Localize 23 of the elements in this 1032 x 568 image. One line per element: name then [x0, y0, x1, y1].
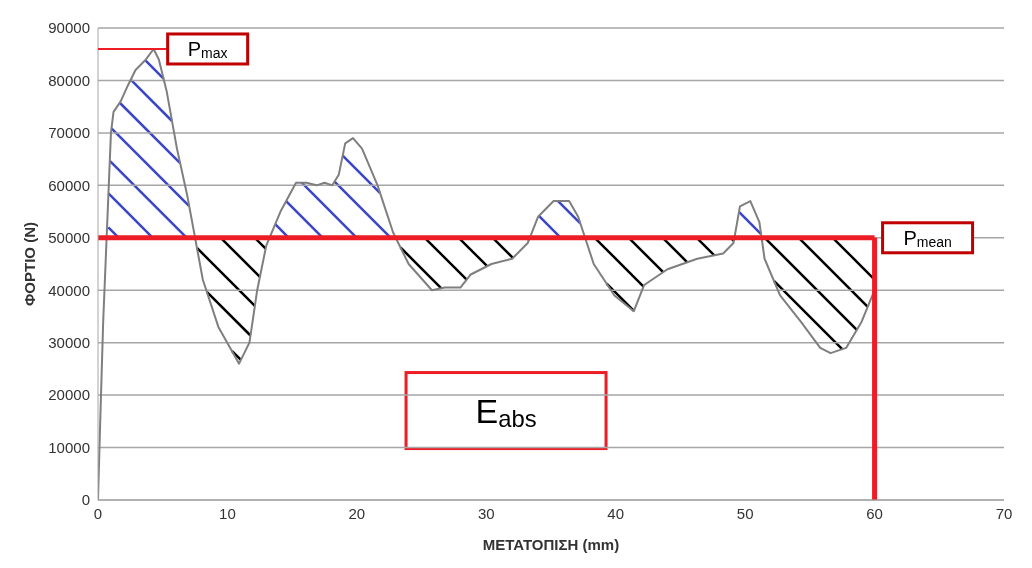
x-tick-label: 40	[607, 504, 625, 522]
x-tick-label: 0	[93, 504, 103, 522]
annotation: P$_{max}$	[187, 37, 228, 62]
x-axis-title: ΜΕΤΑΤΟΠΙΣΗ (mm)	[482, 536, 620, 553]
y-axis-title: ΦΟΡΤΙΟ (N)	[21, 222, 39, 306]
x-tick-label: 30	[477, 504, 495, 522]
y-tick-label: 80000	[48, 71, 90, 89]
y-tick-label: 90000	[48, 19, 90, 37]
y-tick-label: 40000	[48, 281, 90, 299]
x-tick-label: 50	[736, 504, 754, 522]
x-tick-label: 10	[219, 504, 236, 522]
x-tick-label: 70	[995, 504, 1013, 522]
annotation: E$_{abs}$	[475, 391, 537, 432]
x-tick-label: 20	[348, 504, 366, 522]
y-tick-label: 0	[81, 491, 90, 509]
x-tick-label: 60	[866, 504, 883, 522]
y-tick-label: 50000	[48, 229, 90, 247]
ref-line-label: P$_{mean}$	[903, 226, 952, 250]
y-tick-label: 30000	[48, 333, 90, 351]
y-tick-label: 20000	[48, 386, 90, 404]
y-tick-label: 70000	[48, 124, 90, 142]
y-tick-label: 10000	[48, 438, 90, 456]
y-tick-label: 60000	[48, 176, 90, 194]
